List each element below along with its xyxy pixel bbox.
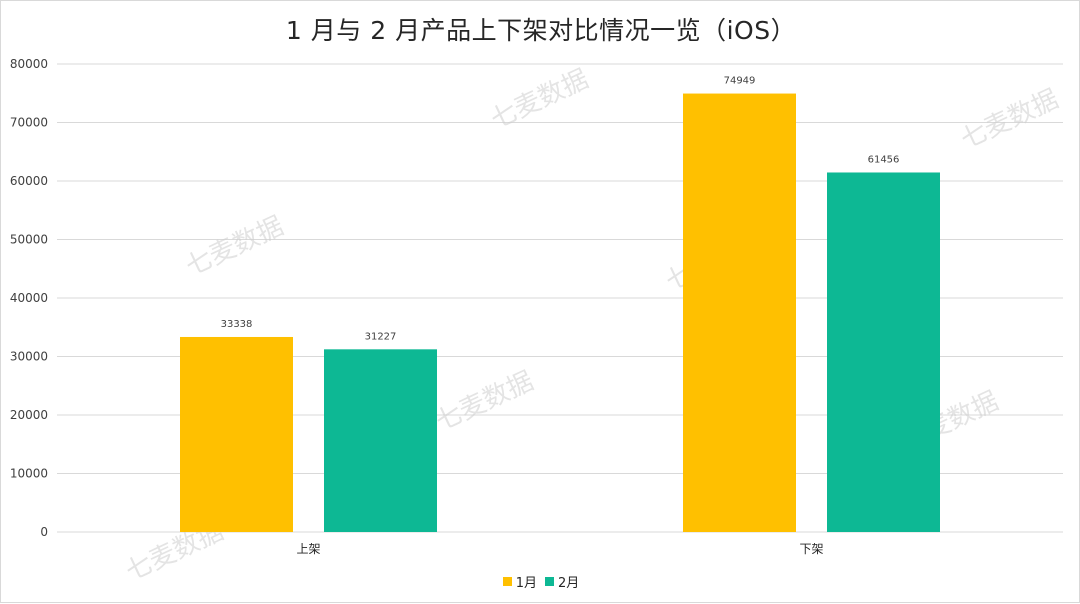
bar-2-2 xyxy=(827,172,940,532)
y-tick-label: 70000 xyxy=(10,116,48,130)
x-category-label: 上架 xyxy=(296,542,320,556)
data-label: 61456 xyxy=(868,154,900,165)
legend-item: 1月 xyxy=(502,572,537,591)
legend-label: 1月 xyxy=(515,576,537,591)
legend-swatch xyxy=(502,577,512,586)
data-label: 33338 xyxy=(221,319,253,330)
legend-label: 2月 xyxy=(558,576,580,591)
y-tick-label: 30000 xyxy=(10,350,48,364)
data-label: 31227 xyxy=(365,331,397,342)
y-tick-label: 0 xyxy=(40,525,48,539)
watermark-text: 七麦数据 xyxy=(956,84,1063,155)
legend-item: 2月 xyxy=(545,572,579,591)
chart-legend: 1月 2月 xyxy=(1,572,1080,591)
legend-swatch xyxy=(545,577,554,586)
x-category-label: 下架 xyxy=(799,542,823,556)
y-tick-label: 10000 xyxy=(10,467,48,481)
y-tick-label: 80000 xyxy=(10,57,48,71)
bar-2-1 xyxy=(324,349,437,532)
bar-1-1 xyxy=(180,336,293,532)
watermark-text: 七麦数据 xyxy=(486,64,593,135)
y-tick-label: 60000 xyxy=(10,174,48,188)
watermark-text: 七麦数据 xyxy=(181,211,288,282)
bar-1-2 xyxy=(683,93,796,533)
y-tick-label: 50000 xyxy=(10,233,48,247)
data-label: 74949 xyxy=(724,76,756,87)
y-tick-label: 20000 xyxy=(10,408,48,422)
chart-title: 1 月与 2 月产品上下架对比情况一览（iOS） xyxy=(285,16,797,45)
y-tick-label: 40000 xyxy=(10,291,48,305)
watermark-text: 七麦数据 xyxy=(431,366,538,437)
